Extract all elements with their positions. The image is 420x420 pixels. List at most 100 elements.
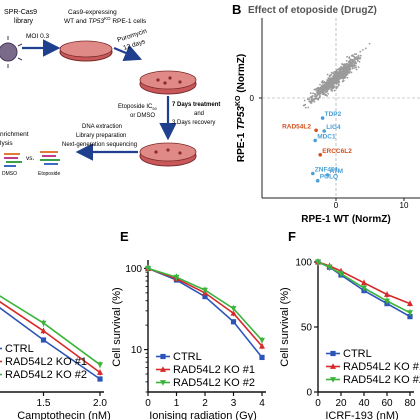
- x-axis-label: Ionising radiation (Gy): [149, 410, 257, 420]
- scatter-point: [336, 80, 339, 83]
- scatter-point: [337, 78, 339, 80]
- moi-label: MOI 0.3: [26, 33, 50, 40]
- scatter-point: [321, 87, 323, 90]
- series-line: [147, 267, 263, 341]
- scatter-point: [312, 92, 314, 95]
- highlight-point: [325, 173, 330, 177]
- series-line: [0, 300, 101, 374]
- treatment-label-2: or DMSO: [130, 113, 155, 119]
- scatter-point: [324, 84, 326, 87]
- scatter-point: [335, 73, 338, 76]
- panel-letter: F: [288, 229, 296, 244]
- scatter-point: [353, 64, 356, 67]
- scatter-point: [329, 81, 332, 83]
- scatter-point: [346, 65, 349, 68]
- cells-label-2: WT and TP53KO RPE-1 cells: [64, 16, 147, 25]
- panel-b: B Effect of etoposide (DrugZ) 0 0 10 RPE…: [232, 2, 420, 225]
- scatter-point: [355, 53, 358, 55]
- x-tick-label: 0: [315, 398, 321, 409]
- scatter-point: [335, 87, 338, 90]
- scatter-point: [358, 60, 361, 63]
- data-point: [230, 319, 237, 325]
- scatter-point: [323, 92, 326, 95]
- scatter-point: [327, 87, 329, 90]
- scatter-point: [316, 88, 319, 91]
- scatter-point: [341, 63, 343, 65]
- seq-label-2: Library preparation: [76, 133, 126, 139]
- legend-label: RAD54L2 KO #2: [343, 374, 420, 386]
- dmso-label: DMSO: [2, 171, 17, 177]
- data-point: [230, 306, 237, 312]
- series-line: [0, 306, 101, 380]
- b-ytick-0: 0: [250, 94, 255, 103]
- scatter-point: [357, 54, 360, 57]
- panel-b-letter: B: [232, 2, 241, 17]
- scatter-point: [326, 95, 328, 97]
- scatter-point: [351, 61, 354, 63]
- scatter-point: [352, 59, 355, 62]
- lentivirus-icon: [0, 36, 23, 68]
- scatter-point: [359, 50, 362, 53]
- scatter-point: [332, 83, 334, 86]
- dmso-reads: [4, 153, 22, 167]
- scatter-point: [321, 91, 324, 94]
- scatter-point: [326, 88, 329, 91]
- data-point: [202, 287, 208, 294]
- legend-label: RAD54L2 KO #1: [173, 364, 255, 376]
- treatment-days-1: 7 Days treatment: [172, 102, 220, 108]
- scatter-point: [330, 88, 333, 90]
- scatter-point: [317, 86, 319, 89]
- data-point: [384, 291, 390, 297]
- scatter-point: [355, 66, 357, 69]
- data-point: [40, 320, 47, 327]
- panel-b-title: Effect of etoposide (DrugZ): [248, 5, 377, 16]
- scatter-point: [320, 86, 323, 88]
- scatter-point: [331, 90, 334, 92]
- scatter-point: [331, 81, 334, 84]
- scatter-point: [326, 86, 328, 88]
- scatter-point: [314, 97, 317, 100]
- data-point: [259, 354, 265, 361]
- scatter-point: [330, 84, 333, 86]
- scatter-point: [312, 100, 314, 102]
- scatter-point: [333, 76, 336, 79]
- library-label-2: library: [14, 18, 34, 25]
- data-point: [202, 293, 208, 300]
- scatter-point: [337, 83, 340, 86]
- scatter-point: [315, 87, 318, 90]
- treatment-label-1: Etoposide IC50: [118, 104, 158, 111]
- scatter-point: [346, 76, 349, 79]
- legend-marker: [330, 363, 336, 369]
- data-point: [361, 285, 367, 292]
- scatter-point: [325, 81, 328, 83]
- scatter-point: [318, 95, 321, 97]
- legend-label: RAD54L2 KO #2: [173, 377, 255, 389]
- highlight-point: [311, 171, 315, 176]
- scatter-point: [304, 106, 307, 109]
- legend-marker: [330, 377, 336, 383]
- highlight-label: LIG4: [326, 124, 341, 131]
- culture-dish-1: [59, 40, 113, 62]
- scatter-point: [333, 89, 336, 92]
- legend-label: CTRL: [343, 348, 372, 360]
- scatter-point: [355, 62, 358, 65]
- series-line: [147, 267, 263, 347]
- scatter-point: [348, 57, 351, 59]
- b-xlabel: RPE-1 WT (NormZ): [301, 214, 390, 225]
- scatter-point: [343, 69, 346, 71]
- scatter-point: [338, 75, 341, 78]
- scatter-point: [335, 70, 338, 73]
- scatter-point: [311, 95, 314, 97]
- scatter-point: [346, 68, 349, 71]
- scatter-point: [351, 67, 354, 70]
- scatter-point: [331, 72, 334, 75]
- treatment-days-2: and: [194, 111, 204, 117]
- series-line: [147, 267, 263, 358]
- scatter-point: [334, 77, 337, 80]
- legend-marker: [160, 380, 166, 386]
- scatter-point: [346, 55, 348, 58]
- scatter-point: [327, 77, 330, 79]
- scatter-point: [353, 55, 355, 58]
